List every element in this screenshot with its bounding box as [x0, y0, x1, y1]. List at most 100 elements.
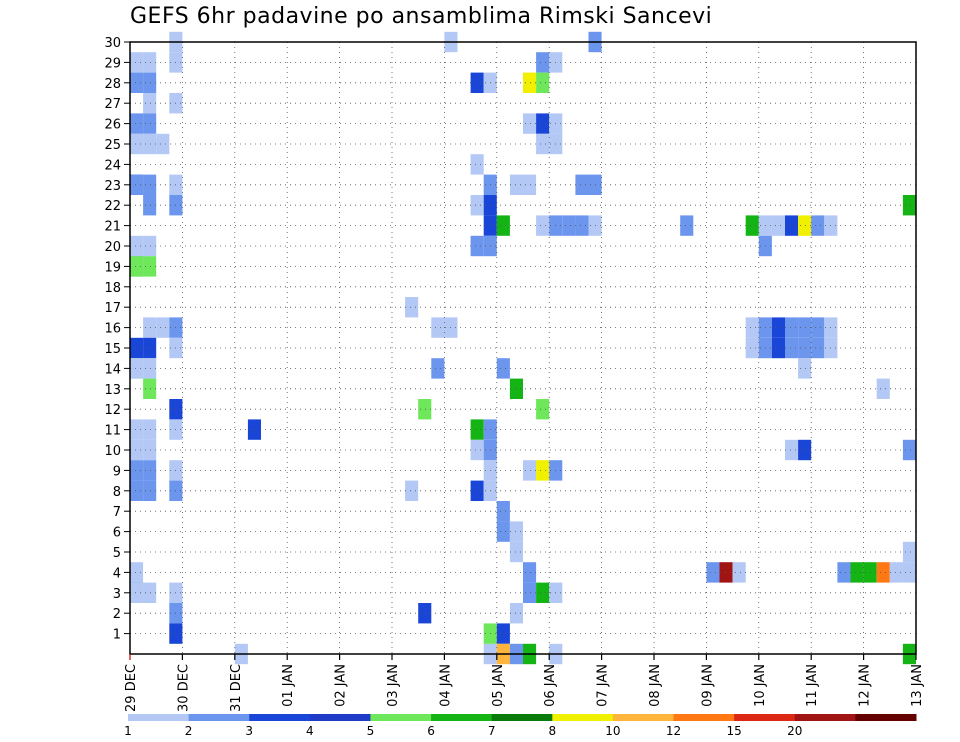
heatmap-cell — [470, 72, 484, 93]
y-tick-label: 18 — [104, 281, 121, 296]
heatmap-cell — [536, 399, 550, 420]
heatmap-cell — [811, 317, 825, 338]
heatmap-cell — [902, 195, 916, 216]
heatmap-cell — [785, 337, 799, 359]
heatmap-cell — [811, 215, 825, 236]
heatmap-cell — [536, 113, 550, 134]
heatmap-cell — [130, 113, 144, 134]
y-tick-label: 30 — [104, 36, 121, 51]
x-tick-label: 30 DEC — [176, 664, 191, 712]
colorbar-label: 8 — [548, 724, 556, 738]
heatmap-cell — [143, 358, 157, 379]
heatmap-cell — [470, 480, 484, 501]
heatmap-cell — [876, 562, 890, 583]
x-tick-label: 04 JAN — [438, 664, 453, 707]
y-tick-label: 14 — [104, 362, 121, 377]
y-tick-label: 15 — [104, 342, 121, 357]
heatmap-cell — [745, 215, 759, 236]
heatmap-cell — [496, 358, 510, 379]
heatmap-cell — [798, 439, 812, 461]
colorbar-segment — [249, 714, 311, 721]
heatmap-cell — [536, 52, 550, 73]
colorbar-label: 6 — [427, 724, 435, 738]
y-tick-label: 19 — [104, 260, 121, 275]
heatmap-cell — [143, 256, 157, 277]
heatmap-cell — [785, 439, 799, 461]
heatmap-cell — [536, 215, 550, 236]
heatmap-cell — [523, 582, 537, 603]
colorbar-label: 15 — [727, 724, 742, 738]
heatmap-cell — [130, 460, 144, 481]
heatmap-cell — [850, 562, 864, 583]
x-tick-label: 31 DEC — [229, 664, 244, 712]
colorbar-segment — [855, 714, 917, 721]
heatmap-cell — [798, 337, 812, 359]
heatmap-cell — [156, 317, 170, 338]
heatmap-cell — [130, 480, 144, 501]
heatmap-cell — [496, 623, 510, 644]
heatmap-cell — [771, 317, 785, 338]
heatmap-cell — [811, 337, 825, 359]
heatmap-cell — [536, 582, 550, 603]
heatmap-cell — [156, 133, 170, 155]
y-tick-label: 29 — [104, 56, 121, 71]
x-tick-label: 29 DEC — [124, 664, 139, 712]
colorbar-label: 10 — [605, 724, 620, 738]
heatmap-cell — [130, 52, 144, 73]
heatmap-cell — [143, 72, 157, 93]
heatmap-cell — [247, 419, 261, 440]
y-axis-ticks: 1234567891011121314151617181920212223242… — [104, 36, 130, 643]
heatmap-cell — [745, 317, 759, 338]
heatmap-cell — [509, 174, 523, 195]
y-tick-label: 17 — [104, 301, 121, 316]
heatmap-cell — [719, 562, 733, 583]
x-tick-label: 06 JAN — [543, 664, 558, 707]
heatmap-cell — [130, 256, 144, 277]
colorbar-label: 20 — [787, 724, 802, 738]
colorbar-label: 2 — [185, 724, 193, 738]
heatmap-cell — [130, 72, 144, 93]
heatmap-cell — [496, 215, 510, 236]
heatmap-cell — [143, 480, 157, 501]
heatmap-cell — [143, 582, 157, 603]
heatmap-cell — [536, 72, 550, 93]
heatmap-cell — [785, 317, 799, 338]
heatmap-cell — [130, 133, 144, 155]
y-tick-label: 3 — [113, 587, 121, 602]
y-tick-label: 1 — [113, 628, 121, 643]
x-tick-label: 01 JAN — [281, 664, 296, 707]
x-tick-label: 09 JAN — [700, 664, 715, 707]
y-tick-label: 26 — [104, 118, 121, 133]
heatmap-cell — [405, 297, 419, 318]
y-tick-label: 24 — [104, 158, 121, 173]
y-tick-label: 5 — [113, 546, 121, 561]
y-tick-label: 25 — [104, 138, 121, 153]
heatmap-cell — [143, 133, 157, 155]
heatmap-cell — [575, 174, 589, 195]
heatmap-cell — [405, 480, 419, 501]
y-tick-label: 6 — [113, 526, 121, 541]
x-tick-label: 05 JAN — [491, 664, 506, 707]
heatmap-cell — [143, 113, 157, 134]
heatmap-cell — [732, 562, 746, 583]
heatmap-cell — [130, 235, 144, 257]
y-tick-label: 8 — [113, 485, 121, 500]
heatmap-cell — [470, 439, 484, 461]
heatmap-cell — [130, 337, 144, 359]
colorbar-label: 12 — [666, 724, 681, 738]
heatmap-cell — [143, 174, 157, 195]
x-axis-ticks: 29 DEC 30 DEC 31 DEC 01 JAN 02 JAN 03 JAN 04 J… — [124, 654, 925, 712]
colorbar-segment — [188, 714, 250, 721]
heatmap-cell — [496, 501, 510, 522]
heatmap-cell — [418, 399, 432, 420]
heatmap-cell — [902, 541, 916, 563]
heatmap-cell — [431, 317, 445, 338]
heatmap-cell — [143, 195, 157, 216]
heatmap-cell — [130, 562, 144, 583]
x-tick-label: 11 JAN — [805, 664, 820, 707]
heatmap-cell — [798, 215, 812, 236]
heatmap-cell — [143, 337, 157, 359]
heatmap-cell — [470, 195, 484, 216]
y-tick-label: 7 — [113, 505, 121, 520]
